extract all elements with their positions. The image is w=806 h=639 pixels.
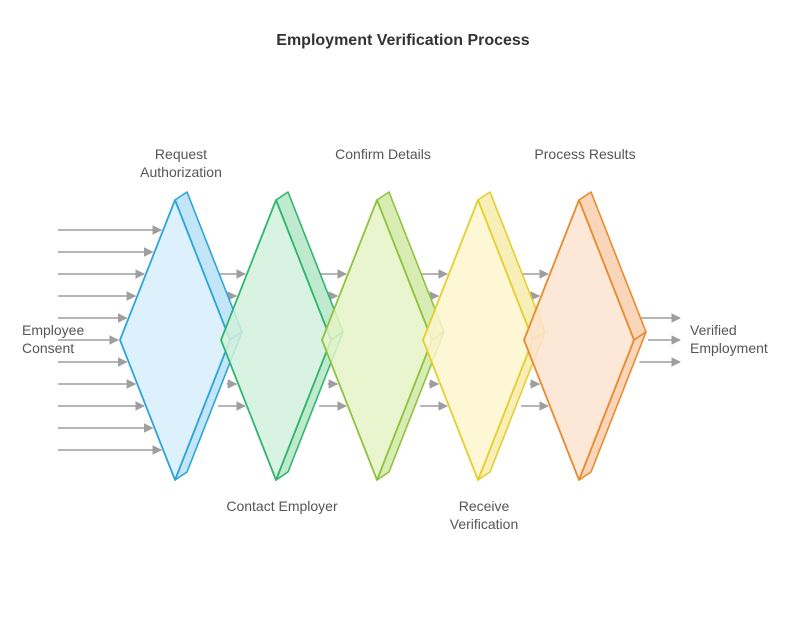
stage-label-0: Request Authorization (121, 146, 241, 181)
output-label: Verified Employment (690, 322, 800, 357)
input-label: Employee Consent (22, 322, 122, 357)
stage-label-4: Process Results (525, 146, 645, 164)
stage-label-3: Receive Verification (424, 498, 544, 533)
stage-diamond (524, 192, 646, 480)
stage-label-2: Confirm Details (323, 146, 443, 164)
stage-label-1: Contact Employer (222, 498, 342, 516)
diagram-canvas (0, 0, 806, 639)
